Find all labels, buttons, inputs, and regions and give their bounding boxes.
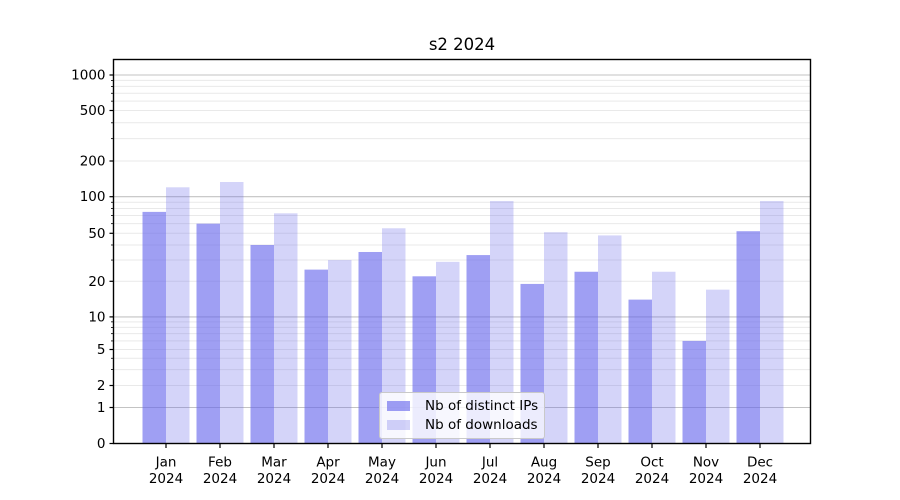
x-tick-label: Apr 2024 [311, 455, 345, 488]
bar-downloads-7 [544, 232, 568, 444]
legend-label-distinct-ips: Nb of distinct IPs [425, 398, 539, 414]
legend-entry-downloads: Nb of downloads [387, 417, 538, 433]
bar-downloads-11 [760, 201, 784, 444]
x-tick-label: Jan 2024 [149, 455, 183, 488]
y-tick-label: 1000 [71, 68, 105, 84]
y-tick-label: 10 [88, 309, 105, 325]
bar-distinct-ips-9 [628, 299, 652, 444]
y-tick-label: 50 [88, 226, 105, 242]
bar-downloads-6 [490, 201, 514, 444]
y-tick-label: 1 [97, 400, 106, 416]
x-tick-label: Sep 2024 [581, 455, 615, 488]
x-tick-label: Nov 2024 [689, 455, 723, 488]
chart-title: s2 2024 [428, 35, 496, 54]
bar-distinct-ips-1 [196, 223, 220, 444]
bar-distinct-ips-4 [358, 251, 382, 444]
bar-downloads-8 [598, 235, 622, 444]
y-tick-label: 20 [88, 274, 105, 290]
bar-distinct-ips-10 [682, 340, 706, 444]
bar-distinct-ips-11 [736, 231, 760, 444]
legend-swatch-distinct-ips [387, 401, 410, 411]
y-tick-label: 0 [97, 436, 106, 452]
bar-distinct-ips-2 [250, 244, 274, 444]
bar-downloads-0 [166, 187, 190, 444]
bar-downloads-2 [274, 213, 298, 444]
bar-distinct-ips-0 [142, 211, 166, 444]
x-tick-label: Dec 2024 [743, 455, 777, 488]
bar-downloads-10 [706, 289, 730, 444]
y-tick-label: 200 [80, 154, 106, 170]
y-tick-label: 2 [97, 378, 106, 394]
bar-distinct-ips-3 [304, 269, 328, 444]
bar-downloads-4 [382, 228, 406, 444]
bar-downloads-1 [220, 182, 244, 444]
x-tick-label: Feb 2024 [203, 455, 237, 488]
legend-swatch-downloads [387, 420, 410, 430]
x-tick-label: Aug 2024 [527, 455, 561, 488]
y-tick-label: 5 [97, 342, 106, 358]
x-tick-label: Mar 2024 [257, 455, 291, 488]
legend-entry-distinct-ips: Nb of distinct IPs [387, 398, 539, 414]
legend-label-downloads: Nb of downloads [425, 417, 538, 433]
bar-distinct-ips-8 [574, 271, 598, 444]
chart-legend: Nb of distinct IPs Nb of downloads [379, 392, 545, 439]
bar-downloads-9 [652, 271, 676, 444]
axes-spines [112, 58, 812, 445]
x-tick-label: Jul 2024 [473, 455, 507, 488]
x-tick-label: May 2024 [365, 455, 399, 488]
bar-downloads-3 [328, 260, 352, 444]
y-tick-label: 500 [80, 103, 106, 119]
x-tick-label: Oct 2024 [635, 455, 669, 488]
y-tick-label: 100 [80, 189, 106, 205]
x-tick-label: Jun 2024 [419, 455, 453, 488]
